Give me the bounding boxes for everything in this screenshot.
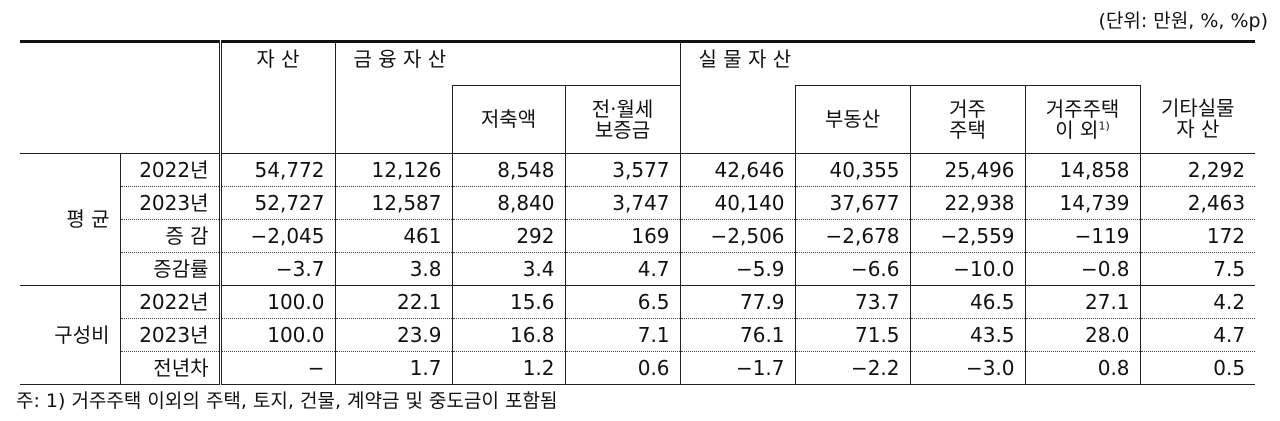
value-cell: −5.9	[680, 252, 796, 286]
value-cell: 37,677	[795, 186, 911, 220]
row-label: 증감률	[120, 252, 222, 286]
value-cell: 23.9	[335, 318, 453, 352]
header-cell: 금 융 자 산	[335, 40, 681, 86]
value-cell: −3.0	[910, 351, 1026, 385]
row-label: 2022년	[120, 153, 222, 187]
value-cell: 1.2	[452, 351, 566, 385]
table-row: 평 균 2022년 54,772 12,126 8,548 3,577 42,646 40,3…	[20, 153, 1256, 286]
value-cell: 6.5	[565, 285, 681, 319]
value-cell: 100.0	[220, 285, 336, 319]
value-cell: 7.5	[1140, 252, 1256, 286]
table-row: 2023년 100.0 23.9 16.8 7.1 76.1 71.5 43.5 28.0 4.7	[20, 318, 1256, 352]
value-cell: −	[220, 351, 336, 385]
value-cell: 40,355	[795, 153, 911, 187]
table-row: 2023년 52,727 12,587 8,840 3,747 40,140 37,677 2…	[20, 186, 1256, 220]
table-row: 구성비 2022년 100.0 22.1 15.6 6.5 77.9 73.7 46.5 27.1…	[20, 285, 1256, 385]
value-cell: −0.8	[1025, 252, 1141, 286]
value-cell: 14,858	[1025, 153, 1141, 187]
value-cell: 3.4	[452, 252, 566, 286]
value-cell: −3.7	[220, 252, 336, 286]
value-cell: 15.6	[452, 285, 566, 319]
value-cell: 28.0	[1025, 318, 1141, 352]
value-cell: −2,506	[680, 219, 796, 253]
group-label: 구성비	[20, 285, 121, 385]
header-cell: 저축액	[452, 85, 566, 154]
value-cell: 4.7	[1140, 318, 1256, 352]
value-cell: 12,587	[335, 186, 453, 220]
value-cell: 2,292	[1140, 153, 1256, 187]
header-cell: 전·월세 보증금	[565, 85, 681, 154]
value-cell: 3,747	[565, 186, 681, 220]
value-cell: 8,840	[452, 186, 566, 220]
value-cell: 172	[1140, 219, 1256, 253]
table-row: 전년차 −1.7 1.2 0.6 −1.7 −2.2 −3.0 0.8 0.5	[20, 351, 1256, 385]
value-cell: 12,126	[335, 153, 453, 187]
header-cell: 거주 주택	[910, 85, 1026, 154]
value-cell: 100.0	[220, 318, 336, 352]
table-row: 증감률 −3.7 3.8 3.4 4.7 −5.9 −6.6 −10.0 −0.8 7.5	[20, 252, 1256, 286]
value-cell: 14,739	[1025, 186, 1141, 220]
header-cell: 자 산	[220, 40, 336, 154]
value-cell: 0.5	[1140, 351, 1256, 385]
value-cell: 52,727	[220, 186, 336, 220]
value-cell: −10.0	[910, 252, 1026, 286]
value-cell: 0.6	[565, 351, 681, 385]
header-cell: 기타실물 자 산	[1160, 96, 1235, 142]
value-cell: 7.1	[565, 318, 681, 352]
value-cell: −2,678	[795, 219, 911, 253]
row-label: 2022년	[120, 285, 222, 319]
table-row: 저축액 전·월세 보증금 부동산 거주 주택 거주주택 이 외1) 기타실물 자 산	[20, 85, 1255, 154]
value-cell: 0.8	[1025, 351, 1141, 385]
row-label: 증 감	[120, 219, 222, 253]
value-cell: 1.7	[335, 351, 453, 385]
value-cell: 76.1	[680, 318, 796, 352]
group-label: 평 균	[20, 153, 121, 286]
value-cell: −2.2	[795, 351, 911, 385]
value-cell: 54,772	[220, 153, 336, 187]
value-cell: 25,496	[910, 153, 1026, 187]
value-cell: 4.7	[565, 252, 681, 286]
value-cell: 3.8	[335, 252, 453, 286]
value-cell: 2,463	[1140, 186, 1256, 220]
value-cell: 169	[565, 219, 681, 253]
value-cell: 71.5	[795, 318, 911, 352]
header-cell: 거주주택 이 외1)	[1025, 85, 1141, 154]
footnote: 주: 1) 거주주택 이외의 주택, 토지, 건물, 계약금 및 중도금이 포함…	[16, 390, 558, 412]
value-cell: 27.1	[1025, 285, 1141, 319]
value-cell: 22,938	[910, 186, 1026, 220]
value-cell: 73.7	[795, 285, 911, 319]
row-label: 2023년	[120, 186, 222, 220]
value-cell: −1.7	[680, 351, 796, 385]
value-cell: 16.8	[452, 318, 566, 352]
header-cell: 부동산	[795, 85, 911, 154]
value-cell: 292	[452, 219, 566, 253]
value-cell: 22.1	[335, 285, 453, 319]
value-cell: 46.5	[910, 285, 1026, 319]
row-label: 전년차	[120, 351, 222, 385]
header-blank	[335, 85, 453, 154]
header-blank	[20, 40, 222, 154]
header-blank	[680, 85, 796, 154]
value-cell: 3,577	[565, 153, 681, 187]
row-label: 2023년	[120, 318, 222, 352]
unit-note: (단위: 만원, %, %p)	[1098, 10, 1268, 32]
value-cell: 42,646	[680, 153, 796, 187]
value-cell: −119	[1025, 219, 1141, 253]
value-cell: 461	[335, 219, 453, 253]
table-row: 증 감 −2,045 461 292 169 −2,506 −2,678 −2,559 −119…	[20, 219, 1256, 253]
value-cell: −2,559	[910, 219, 1026, 253]
header-cell: 실 물 자 산	[680, 40, 1256, 86]
value-cell: 77.9	[680, 285, 796, 319]
value-cell: 8,548	[452, 153, 566, 187]
value-cell: 43.5	[910, 318, 1026, 352]
value-cell: 4.2	[1140, 285, 1256, 319]
value-cell: 40,140	[680, 186, 796, 220]
value-cell: −2,045	[220, 219, 336, 253]
value-cell: −6.6	[795, 252, 911, 286]
footnote-mark: 1)	[1098, 118, 1110, 132]
